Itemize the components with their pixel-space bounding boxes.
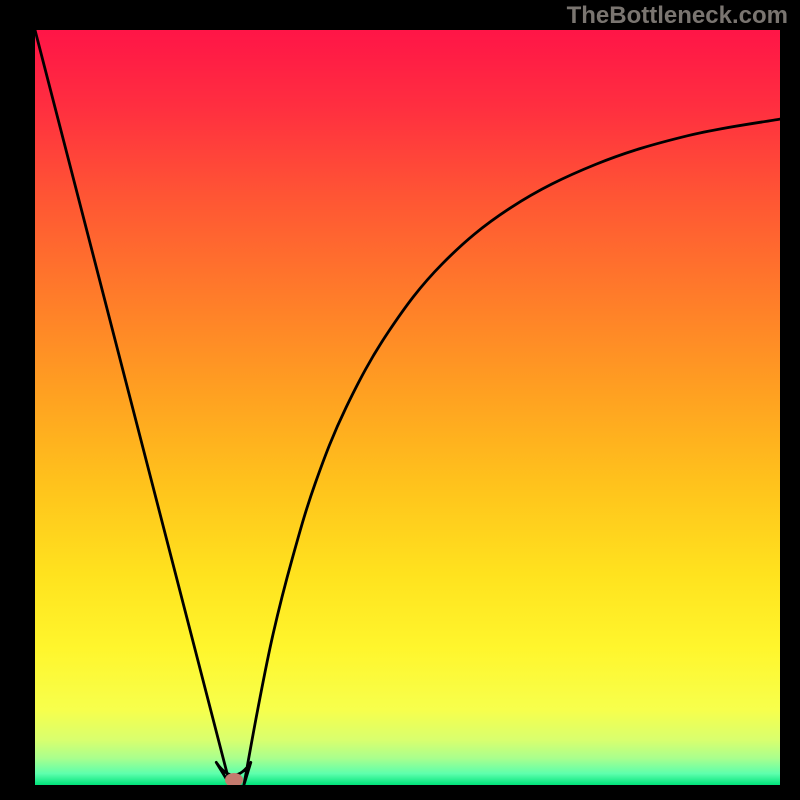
watermark-text: TheBottleneck.com [567, 2, 788, 30]
plot-area [35, 30, 780, 785]
curve-layer [35, 30, 780, 785]
chart-container: TheBottleneck.com [0, 0, 800, 800]
minimum-marker [225, 773, 243, 785]
bottleneck-curve [35, 30, 780, 785]
